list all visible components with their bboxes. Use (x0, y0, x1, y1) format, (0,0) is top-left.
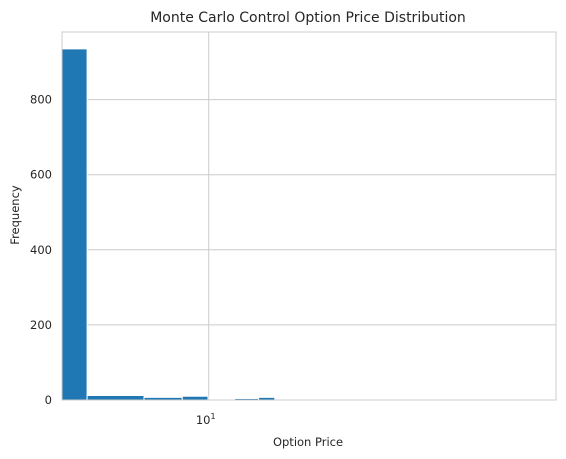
x-tick-label: 101 (196, 412, 216, 427)
plot-area (61, 31, 557, 401)
chart-title: Monte Carlo Control Option Price Distrib… (150, 10, 466, 26)
histogram-bar (86, 394, 145, 401)
y-tick-label: 800 (30, 93, 52, 107)
y-tick-label: 0 (45, 393, 52, 407)
histogram-bars (61, 48, 276, 401)
y-axis-label: Frequency (8, 185, 22, 245)
histogram-bar (181, 395, 209, 401)
x-axis-ticks: 101 (196, 412, 216, 427)
histogram-bar (61, 48, 88, 401)
x-axis-label: Option Price (273, 435, 343, 449)
y-tick-label: 200 (30, 318, 52, 332)
y-tick-label: 400 (30, 243, 52, 257)
plot-frame (61, 31, 557, 401)
y-axis-ticks: 0 200 400 600 800 (30, 93, 52, 407)
y-tick-label: 600 (30, 168, 52, 182)
